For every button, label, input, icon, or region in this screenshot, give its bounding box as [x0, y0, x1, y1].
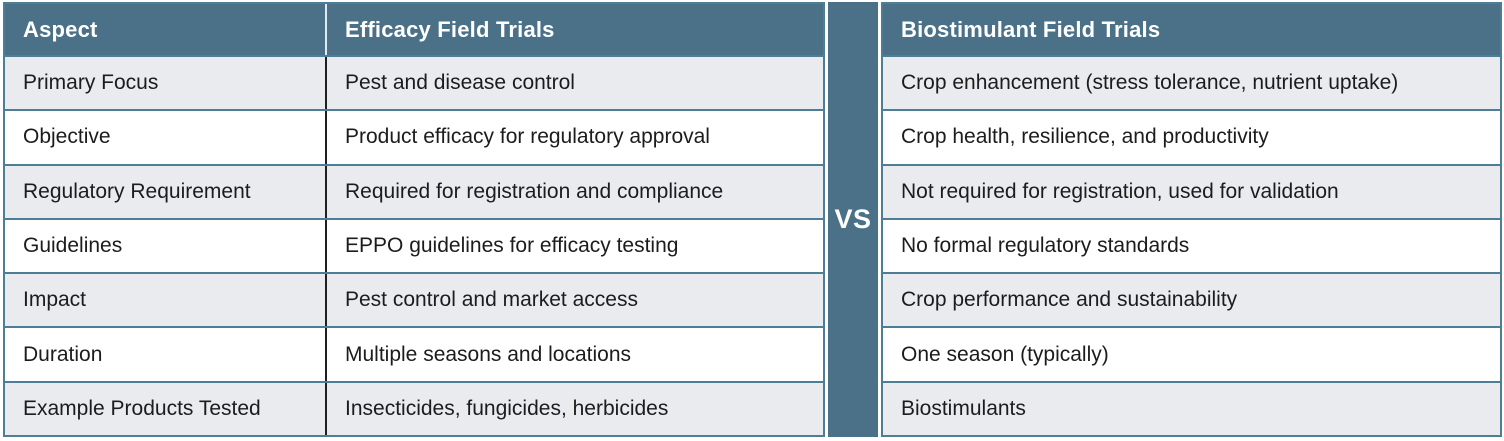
table-header-row: Biostimulant Field Trials — [883, 4, 1500, 57]
biostimulant-value: Crop performance and sustainability — [883, 274, 1500, 327]
aspect-label: Example Products Tested — [5, 382, 327, 435]
biostimulant-table: Biostimulant Field Trials Crop enhanceme… — [881, 2, 1502, 437]
efficacy-value: EPPO guidelines for efficacy testing — [327, 219, 823, 273]
table-row: Objective Product efficacy for regulator… — [5, 109, 823, 164]
efficacy-value: Pest and disease control — [327, 57, 823, 110]
table-row: Regulatory Requirement Required for regi… — [5, 163, 823, 218]
biostimulant-value: No formal regulatory standards — [883, 219, 1500, 273]
aspect-label: Regulatory Requirement — [5, 165, 327, 218]
table-row: Impact Pest control and market access — [5, 272, 823, 327]
table-header-row: Aspect Efficacy Field Trials — [5, 4, 823, 57]
aspect-label: Duration — [5, 328, 327, 381]
efficacy-value: Pest control and market access — [327, 274, 823, 327]
efficacy-value: Required for registration and compliance — [327, 165, 823, 218]
table-row: Biostimulants — [883, 380, 1500, 435]
efficacy-table: Aspect Efficacy Field Trials Primary Foc… — [3, 2, 825, 437]
efficacy-value: Multiple seasons and locations — [327, 328, 823, 381]
table-row: No formal regulatory standards — [883, 217, 1500, 273]
table-row: Example Products Tested Insecticides, fu… — [5, 380, 823, 435]
biostimulant-value: One season (typically) — [883, 328, 1500, 381]
aspect-label: Guidelines — [5, 219, 327, 273]
biostimulant-value: Not required for registration, used for … — [883, 165, 1500, 218]
table-row: Crop health, resilience, and productivit… — [883, 109, 1500, 164]
table-row: One season (typically) — [883, 326, 1500, 381]
table-row: Duration Multiple seasons and locations — [5, 326, 823, 381]
efficacy-value: Insecticides, fungicides, herbicides — [327, 382, 823, 435]
biostimulant-value: Biostimulants — [883, 382, 1500, 435]
aspect-label: Impact — [5, 274, 327, 327]
vs-divider: VS — [828, 2, 878, 437]
biostimulant-value: Crop health, resilience, and productivit… — [883, 111, 1500, 164]
header-cell-biostimulant: Biostimulant Field Trials — [901, 16, 1161, 42]
aspect-label: Primary Focus — [5, 57, 327, 110]
table-row: Guidelines EPPO guidelines for efficacy … — [5, 217, 823, 273]
efficacy-value: Product efficacy for regulatory approval — [327, 111, 823, 164]
table-row: Not required for registration, used for … — [883, 163, 1500, 218]
table-row: Primary Focus Pest and disease control — [5, 57, 823, 110]
table-row: Crop enhancement (stress tolerance, nutr… — [883, 57, 1500, 110]
biostimulant-value: Crop enhancement (stress tolerance, nutr… — [883, 57, 1500, 110]
header-cell-efficacy: Efficacy Field Trials — [345, 16, 555, 42]
header-cell-aspect: Aspect — [5, 4, 327, 55]
table-row: Crop performance and sustainability — [883, 272, 1500, 327]
aspect-label: Objective — [5, 111, 327, 164]
